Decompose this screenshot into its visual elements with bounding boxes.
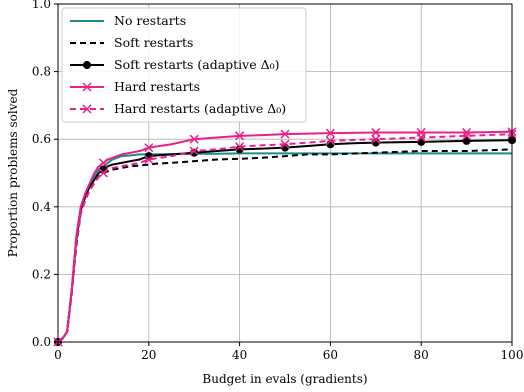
data-point bbox=[189, 146, 199, 156]
data-point bbox=[235, 142, 245, 152]
series-line bbox=[57, 133, 513, 343]
series-line bbox=[57, 148, 513, 343]
y-tick-label: 0.6 bbox=[32, 132, 51, 146]
y-tick-label: 0.4 bbox=[32, 200, 51, 214]
data-point bbox=[417, 137, 426, 146]
data-point bbox=[98, 168, 108, 178]
legend-marker bbox=[82, 82, 92, 92]
plot-frame bbox=[57, 3, 513, 343]
x-tick-label: 0 bbox=[54, 348, 62, 362]
data-point bbox=[189, 134, 199, 144]
series-1 bbox=[57, 148, 513, 343]
x-tick-label: 80 bbox=[414, 348, 429, 362]
legend-box bbox=[61, 7, 307, 123]
data-point bbox=[416, 132, 426, 143]
y-tick-label: 1.0 bbox=[32, 0, 51, 11]
legend-label: Soft restarts bbox=[114, 35, 193, 50]
legend-label: No restarts bbox=[114, 13, 186, 28]
data-point bbox=[280, 139, 290, 149]
y-tick-label: 0.0 bbox=[32, 335, 51, 349]
series-line bbox=[57, 139, 513, 343]
legend-marker bbox=[83, 61, 91, 69]
data-point bbox=[144, 143, 154, 153]
data-point bbox=[462, 136, 471, 145]
series-layer bbox=[53, 127, 517, 347]
legend-label: Hard restarts (adaptive Δ₀) bbox=[114, 101, 286, 116]
x-tick-label: 60 bbox=[323, 348, 338, 362]
legend: No restarts Soft restarts Soft restarts (a… bbox=[61, 7, 307, 123]
legend-label: Hard restarts bbox=[114, 79, 200, 94]
legend-item: Hard restarts (adaptive Δ₀) bbox=[70, 101, 286, 116]
x-axis-label: Budget in evals (gradients) bbox=[202, 372, 367, 386]
legend-item: No restarts bbox=[70, 13, 186, 28]
series-line bbox=[57, 130, 513, 343]
data-point bbox=[371, 134, 381, 144]
legend-marker bbox=[82, 104, 92, 114]
data-point bbox=[190, 148, 199, 157]
series-3 bbox=[53, 127, 517, 347]
legend-label: Soft restarts (adaptive Δ₀) bbox=[114, 57, 280, 72]
data-point bbox=[325, 136, 335, 146]
data-point bbox=[371, 127, 381, 137]
series-0 bbox=[57, 152, 512, 343]
series-line bbox=[57, 152, 512, 343]
y-axis-label: Proportion problems solved bbox=[6, 88, 20, 257]
x-tick-label: 20 bbox=[141, 348, 156, 362]
legend-item: Soft restarts bbox=[70, 35, 193, 50]
legend-item: Soft restarts (adaptive Δ₀) bbox=[70, 57, 280, 72]
data-point bbox=[235, 131, 245, 141]
data-point bbox=[280, 129, 290, 139]
x-tick-label: 40 bbox=[232, 348, 247, 362]
y-tick-label: 0.2 bbox=[32, 267, 51, 281]
x-axis-ticks: 0 20 40 60 80 100 bbox=[54, 342, 523, 362]
data-point bbox=[462, 131, 472, 141]
data-point bbox=[98, 158, 108, 168]
data-point bbox=[325, 128, 335, 138]
y-axis-ticks: 0.0 0.2 0.4 0.6 0.8 1.0 bbox=[32, 0, 58, 349]
y-tick-label: 0.8 bbox=[32, 65, 51, 79]
x-tick-label: 100 bbox=[501, 348, 524, 362]
legend-item: Hard restarts bbox=[70, 79, 200, 94]
data-point bbox=[144, 154, 154, 165]
